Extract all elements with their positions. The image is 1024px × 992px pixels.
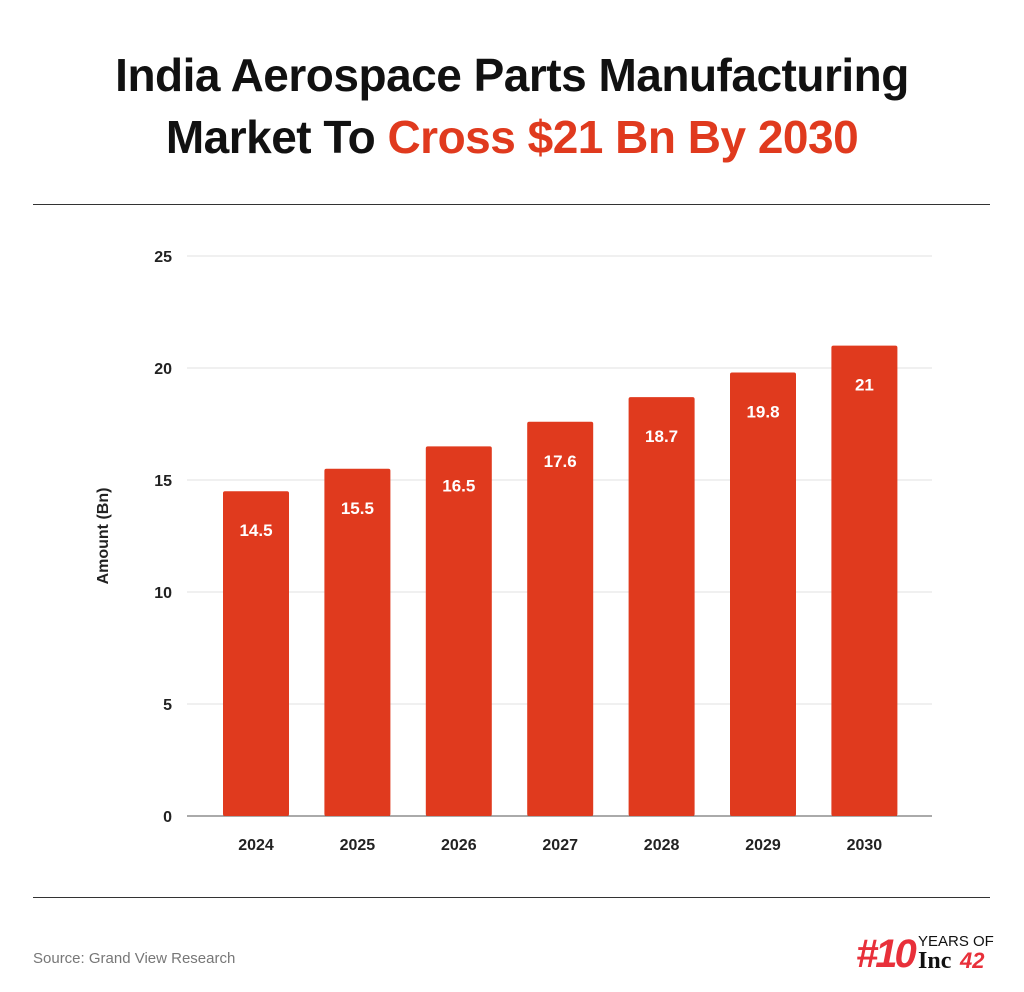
x-tick-label: 2030 [847, 837, 883, 854]
top-divider [33, 204, 990, 205]
y-tick-label: 5 [163, 697, 172, 714]
y-tick-label: 10 [154, 585, 172, 602]
x-tick-label: 2027 [542, 837, 578, 854]
data-label: 16.5 [442, 476, 475, 495]
data-label: 18.7 [645, 427, 678, 446]
svg-text:#10: #10 [856, 932, 916, 973]
bar [730, 372, 796, 816]
bar [831, 345, 898, 816]
data-label: 15.5 [341, 499, 374, 518]
x-tick-label: 2025 [340, 837, 376, 854]
bar [425, 446, 492, 816]
bar [527, 421, 594, 816]
x-tick-label: 2028 [644, 837, 680, 854]
source-text: Source: Grand View Research [33, 950, 236, 967]
title-highlight: Cross $21 Bn By 2030 [387, 111, 859, 163]
y-axis-label: Amount (Bn) [95, 488, 112, 585]
y-tick-label: 0 [163, 809, 172, 826]
bar [628, 397, 695, 816]
bar [324, 468, 391, 816]
data-label: 19.8 [746, 402, 779, 421]
x-tick-label: 2024 [238, 837, 274, 854]
x-tick-label: 2026 [441, 837, 477, 854]
chart-title: India Aerospace Parts Manufacturing Mark… [0, 44, 1024, 168]
bottom-divider [33, 897, 990, 898]
bar [223, 491, 289, 816]
data-label: 14.5 [239, 521, 272, 540]
x-tick-label: 2029 [745, 837, 781, 854]
svg-text:42: 42 [959, 948, 985, 973]
svg-text:YEARS OF: YEARS OF [918, 933, 994, 950]
title-line-2: Market To Cross $21 Bn By 2030 [0, 106, 1024, 168]
y-tick-label: 20 [154, 361, 172, 378]
title-prefix: Market To [165, 111, 388, 163]
data-label: 17.6 [544, 452, 577, 471]
y-tick-label: 15 [154, 473, 172, 490]
y-tick-label: 25 [154, 249, 172, 266]
svg-text:Inc: Inc [918, 948, 952, 973]
inc42-logo: #10 YEARS OF Inc 42 [856, 932, 994, 973]
title-line-1: India Aerospace Parts Manufacturing [115, 49, 909, 101]
data-label: 21 [855, 376, 874, 395]
